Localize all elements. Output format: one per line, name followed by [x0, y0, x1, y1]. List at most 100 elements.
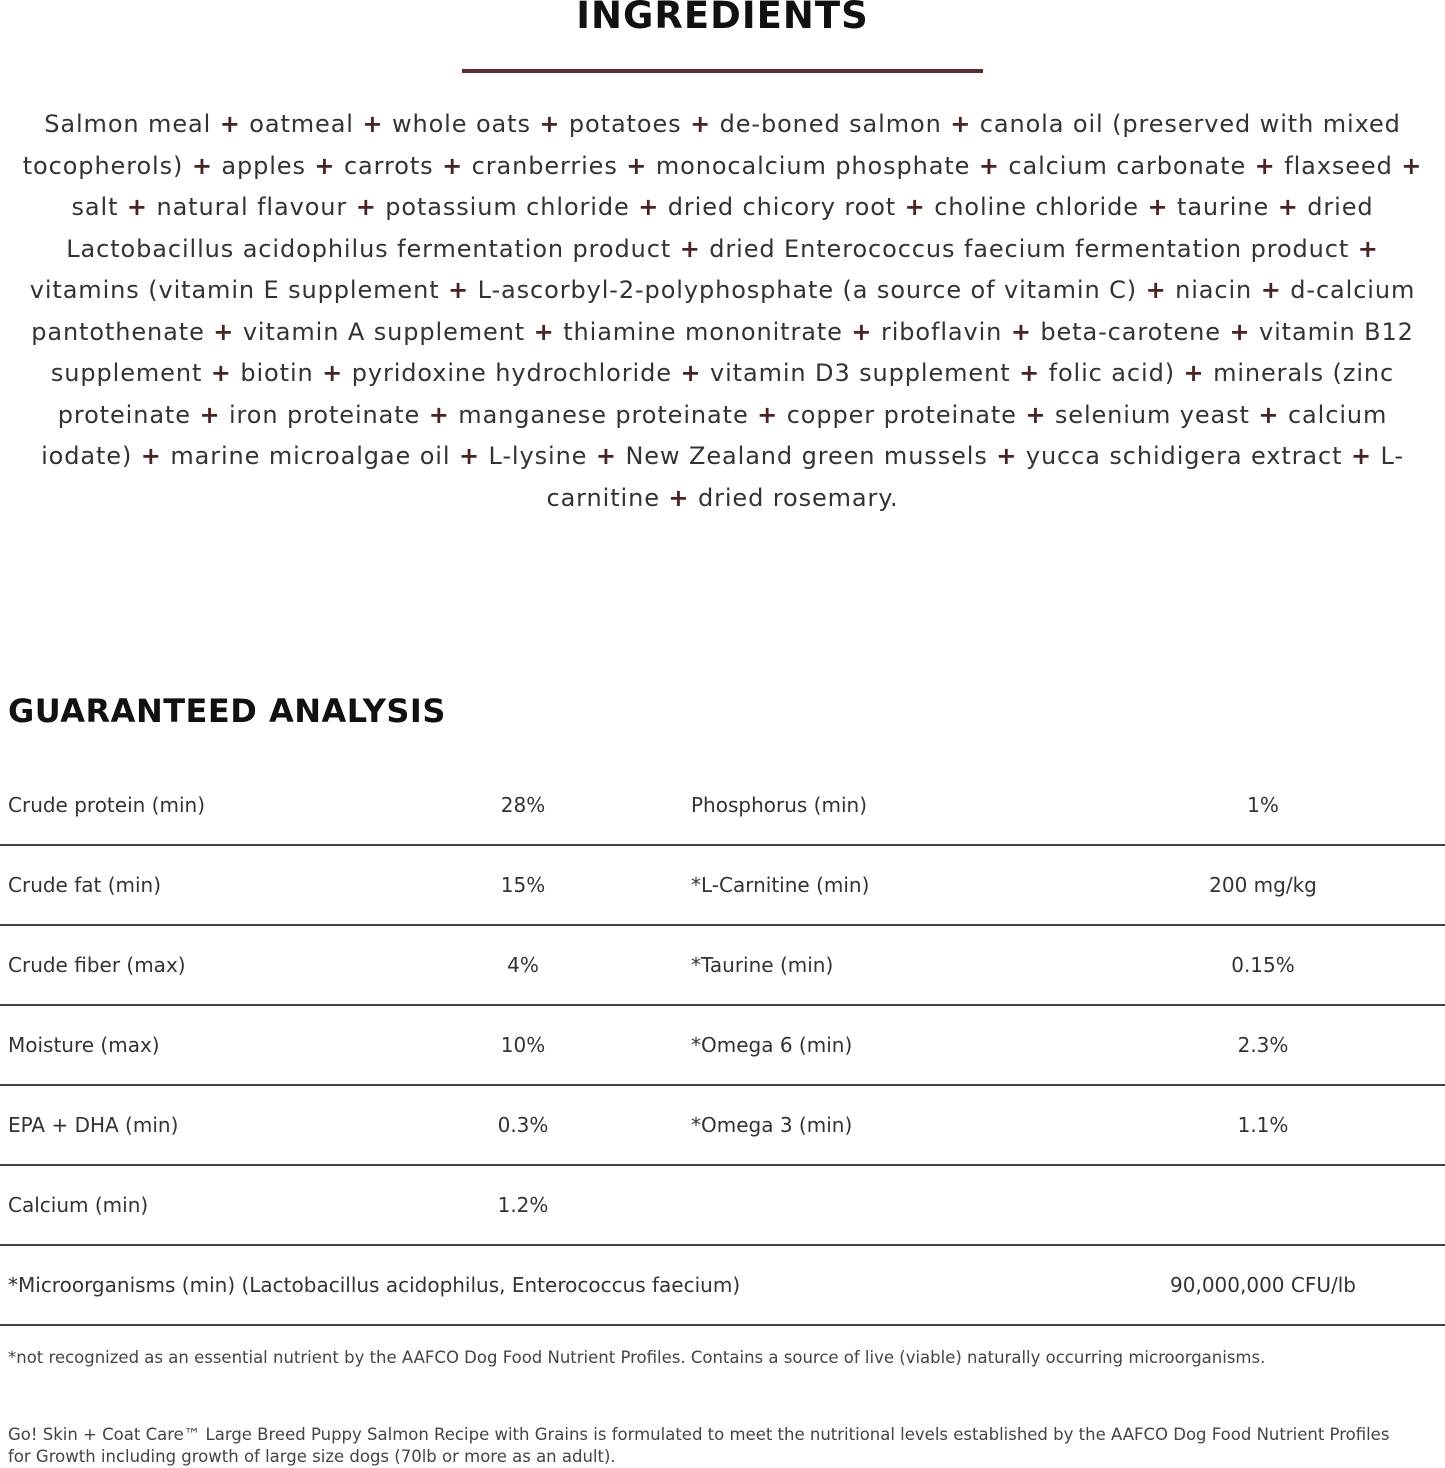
nutrient-label: Calcium (min): [0, 1165, 483, 1246]
plus-separator: +: [219, 110, 241, 138]
plus-separator: +: [1229, 317, 1251, 346]
nutritional-statement: Go! Skin + Coat Care™ Large Breed Puppy …: [8, 1425, 1390, 1466]
plus-separator: +: [1401, 151, 1423, 180]
ingredient-item: oatmeal: [249, 110, 354, 138]
ingredient-item: calcium carbonate: [1008, 151, 1247, 180]
nutrient-value: 1%: [1081, 766, 1445, 846]
plus-separator: +: [1254, 151, 1276, 180]
ingredient-item: folic acid): [1048, 359, 1175, 387]
nutrient-value: 10%: [483, 1005, 563, 1086]
ingredient-item: dried Enterococcus faecium fermentation …: [709, 234, 1350, 263]
analysis-title: GUARANTEED ANALYSIS: [8, 692, 446, 730]
plus-separator: +: [126, 193, 148, 221]
plus-separator: +: [210, 359, 232, 387]
ingredient-item: L-ascorbyl-2-polyphosphate (a source of …: [477, 276, 1138, 304]
ingredient-item: vitamins (vitamin E supplement: [29, 276, 440, 304]
ingredient-item: apples: [221, 151, 306, 180]
ingredient-item: Salmon meal: [44, 110, 212, 138]
plus-separator: +: [1277, 193, 1299, 221]
ingredient-item: iron proteinate: [228, 400, 421, 429]
plus-separator: +: [355, 193, 377, 221]
ingredient-item: beta-carotene: [1040, 317, 1221, 346]
ingredient-item: minerals (zinc proteinate: [57, 359, 1395, 429]
ingredient-item: dried Lactobacillus acidophilus fermenta…: [66, 193, 1374, 263]
table-row: *Microorganisms (min) (Lactobacillus aci…: [0, 1245, 1445, 1326]
nutrient-label: *Omega 3 (min): [563, 1085, 1081, 1166]
plus-separator: +: [1260, 276, 1282, 304]
plus-separator: +: [638, 193, 660, 221]
footnote: *not recognized as an essential nutrient…: [8, 1348, 1266, 1367]
ingredient-item: d-calcium pantothenate: [31, 276, 1416, 346]
ingredient-item: de-boned salmon: [719, 110, 942, 138]
ingredient-item: potatoes: [568, 110, 682, 138]
ingredient-item: thiamine mononitrate: [563, 317, 843, 346]
title-divider: [462, 69, 983, 73]
plus-separator: +: [757, 400, 779, 429]
nutrient-label: *L-Carnitine (min): [563, 845, 1081, 926]
ingredient-item: salt: [71, 193, 119, 221]
ingredient-item: biotin: [240, 359, 314, 387]
plus-separator: +: [668, 483, 690, 512]
nutrient-label: Crude protein (min): [0, 766, 483, 846]
nutrient-value: 0.3%: [483, 1085, 563, 1166]
plus-separator: +: [533, 317, 555, 346]
plus-separator: +: [904, 193, 926, 221]
ingredient-item: taurine: [1177, 193, 1270, 221]
ingredient-item: L-lysine: [488, 442, 588, 470]
ingredient-item: natural flavour: [156, 193, 348, 221]
plus-separator: +: [199, 400, 221, 429]
ingredient-item: flaxseed: [1284, 151, 1393, 180]
plus-separator: +: [1183, 359, 1205, 387]
ingredient-item: canola oil (preserved with mixed tocophe…: [22, 110, 1401, 180]
ingredient-item: pyridoxine hydrochloride: [351, 359, 672, 387]
nutrient-value: 4%: [483, 925, 563, 1006]
plus-separator: +: [978, 151, 1000, 180]
ingredient-item: dried rosemary.: [697, 483, 899, 512]
ingredient-item: choline chloride: [934, 193, 1139, 221]
plus-separator: +: [595, 442, 617, 470]
ingredient-item: marine microalgae oil: [170, 442, 451, 470]
plus-separator: +: [1357, 234, 1379, 263]
plus-separator: +: [539, 110, 561, 138]
nutrient-value: 2.3%: [1081, 1005, 1445, 1086]
nutrient-value: 1.2%: [483, 1165, 563, 1246]
ingredient-item: carrots: [343, 151, 434, 180]
plus-separator: +: [690, 110, 712, 138]
plus-separator: +: [950, 110, 972, 138]
nutrient-label: Crude fat (min): [0, 845, 483, 926]
table-row: EPA + DHA (min) 0.3% *Omega 3 (min) 1.1%: [0, 1085, 1445, 1166]
ingredient-item: niacin: [1175, 276, 1253, 304]
ingredient-item: cranberries: [471, 151, 618, 180]
ingredient-item: calcium iodate): [41, 400, 1388, 471]
nutrient-label: Moisture (max): [0, 1005, 483, 1086]
plus-separator: +: [191, 151, 213, 180]
plus-separator: +: [1025, 400, 1047, 429]
plus-separator: +: [996, 442, 1018, 470]
ingredient-item: whole oats: [391, 110, 531, 138]
ingredient-item: vitamin B12 supplement: [50, 317, 1414, 388]
ingredient-item: selenium yeast: [1054, 400, 1250, 429]
table-row: Moisture (max) 10% *Omega 6 (min) 2.3%: [0, 1005, 1445, 1086]
ingredient-item: monocalcium phosphate: [655, 151, 971, 180]
ingredients-title: INGREDIENTS: [576, 0, 869, 37]
ingredient-item: manganese proteinate: [458, 400, 749, 429]
ingredients-list: Salmon meal + oatmeal + whole oats + pot…: [8, 104, 1437, 519]
plus-separator: +: [322, 359, 344, 387]
table-row: Crude protein (min) 28% Phosphorus (min) 1%: [0, 766, 1445, 846]
plus-separator: +: [1019, 359, 1041, 387]
nutrient-label: *Microorganisms (min) (Lactobacillus aci…: [0, 1245, 1081, 1326]
nutrient-label: [563, 1165, 1081, 1246]
plus-separator: +: [448, 276, 470, 304]
ingredient-item: L-carnitine: [546, 442, 1404, 512]
plus-separator: +: [1145, 276, 1167, 304]
plus-separator: +: [1350, 442, 1372, 470]
plus-separator: +: [1010, 317, 1032, 346]
table-row: Crude fiber (max) 4% *Taurine (min) 0.15%: [0, 925, 1445, 1006]
plus-separator: +: [213, 317, 235, 346]
nutrient-value: 28%: [483, 766, 563, 846]
nutrient-label: *Omega 6 (min): [563, 1005, 1081, 1086]
nutrient-label: EPA + DHA (min): [0, 1085, 483, 1166]
nutrient-value: 15%: [483, 845, 563, 926]
nutrient-label: Crude fiber (max): [0, 925, 483, 1006]
table-row: Calcium (min) 1.2%: [0, 1165, 1445, 1246]
